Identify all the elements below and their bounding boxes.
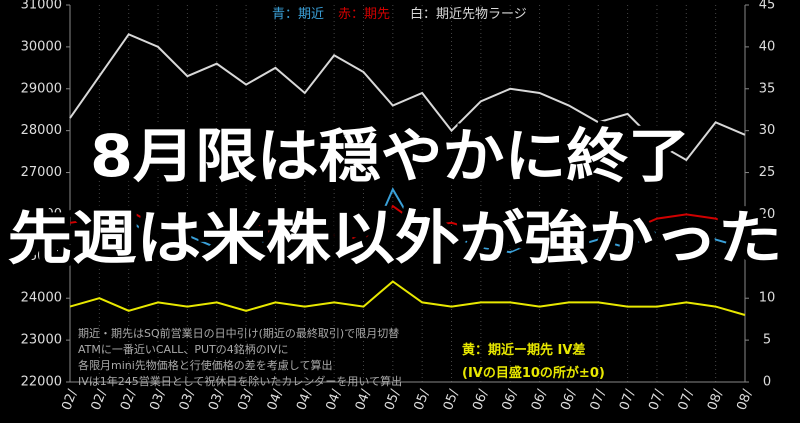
x-tick-label: 05/ xyxy=(382,387,403,412)
y-tick-label: 29000 xyxy=(21,81,62,96)
series-line xyxy=(69,280,746,316)
x-tick-label: 07/ xyxy=(588,387,609,412)
x-tick-label: 05/ xyxy=(441,387,462,412)
y2-tick-label: 45 xyxy=(759,0,776,13)
y-tick-label: 25000 xyxy=(21,249,62,264)
x-tick-label: 08/ xyxy=(705,387,726,412)
legend-entry: 白：期近先物ラージ xyxy=(410,6,527,22)
x-tick-label: 06/ xyxy=(529,387,550,412)
y2-tick-label: 35 xyxy=(759,81,776,96)
x-tick-label: 04/ xyxy=(294,387,315,412)
annotation: (IVの目盛10の所が±0) xyxy=(462,365,605,381)
x-tick-label: 04/ xyxy=(353,387,374,412)
x-tick-label: 04/ xyxy=(324,387,345,412)
y-tick-label: 31000 xyxy=(21,0,62,13)
x-tick-label: 06/ xyxy=(558,387,579,412)
x-tick-label: 02/ xyxy=(89,387,110,412)
x-tick-label: 03/ xyxy=(206,387,227,412)
y2-tick-label: 30 xyxy=(759,123,776,138)
y-tick-label: 23000 xyxy=(21,333,62,348)
y-tick-label: 22000 xyxy=(21,375,62,390)
x-tick-label: 07/ xyxy=(617,387,638,412)
y2-tick-label: 15 xyxy=(759,249,776,264)
series-line xyxy=(69,187,746,258)
x-tick-label: 05/ xyxy=(412,387,433,412)
x-tick-label: 03/ xyxy=(235,387,256,412)
y2-tick-label: 40 xyxy=(759,39,776,54)
y-tick-label: 30000 xyxy=(21,39,62,54)
overlay-text: 先週は米株以外が強かった xyxy=(8,204,783,272)
y-tick-label: 26000 xyxy=(21,207,62,222)
y-tick-label: 24000 xyxy=(21,291,62,306)
x-tick-label: 04/ xyxy=(265,387,286,412)
note: 各限月mini先物価格と行使価格の差を考慮して算出 xyxy=(78,358,332,372)
overlay-text: 8月限は穏やかに終了 xyxy=(90,122,690,190)
x-tick-label: 07/ xyxy=(676,387,697,412)
x-tick-label: 06/ xyxy=(470,387,491,412)
x-tick-label: 08/ xyxy=(734,387,755,412)
y2-tick-label: 0 xyxy=(763,375,771,390)
x-tick-label: 07/ xyxy=(646,387,667,412)
x-tick-label: 03/ xyxy=(177,387,198,412)
y2-tick-label: 10 xyxy=(759,291,776,306)
y2-tick-label: 25 xyxy=(759,165,776,180)
note: IVは1年245営業日として祝休日を除いたカレンダーを用いて算出 xyxy=(78,374,402,388)
y-tick-label: 27000 xyxy=(21,165,62,180)
y-tick-label: 28000 xyxy=(21,123,62,138)
note: ATMに一番近いCALL、PUTの4銘柄のIVに xyxy=(78,342,289,356)
series-line xyxy=(69,33,746,162)
note: 期近・期先はSQ前営業日の日中引け(期近の最終取引)で限月切替 xyxy=(78,326,399,340)
legend-entry: 黄：期近ー期先 IV差 xyxy=(462,342,585,358)
y2-tick-label: 20 xyxy=(759,207,776,222)
x-tick-label: 02/ xyxy=(59,387,80,412)
legend-entry: 赤：期先 xyxy=(338,7,390,22)
y2-tick-label: 5 xyxy=(763,333,771,348)
x-tick-label: 06/ xyxy=(500,387,521,412)
series-line xyxy=(69,204,746,241)
legend-entry: 青：期近 xyxy=(272,7,324,22)
x-tick-label: 02/ xyxy=(118,387,139,412)
x-tick-label: 03/ xyxy=(147,387,168,412)
